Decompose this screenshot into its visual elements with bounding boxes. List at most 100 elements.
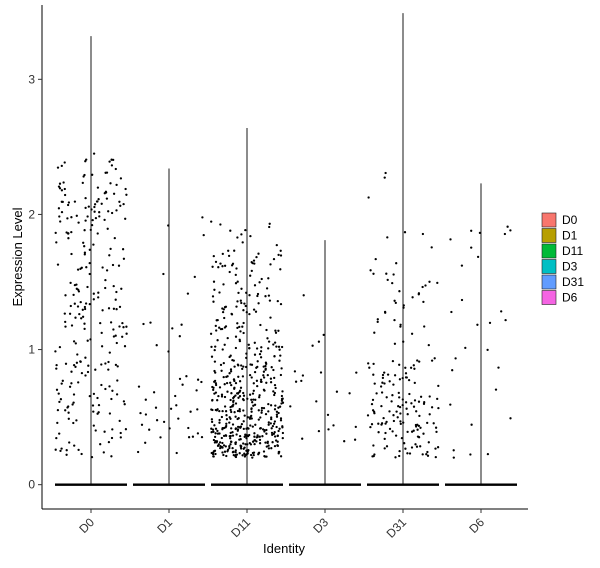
data-point xyxy=(108,385,111,388)
data-point xyxy=(452,449,455,452)
data-point xyxy=(103,430,106,433)
data-point xyxy=(256,434,259,437)
data-point xyxy=(245,356,248,360)
data-point xyxy=(257,409,260,412)
data-point xyxy=(277,406,280,409)
data-point xyxy=(125,332,128,335)
data-point xyxy=(99,443,102,446)
data-point xyxy=(213,424,216,427)
data-point xyxy=(398,396,401,399)
data-point xyxy=(253,284,257,287)
data-point xyxy=(228,421,231,424)
data-point xyxy=(200,435,204,439)
data-point xyxy=(216,429,219,433)
data-point xyxy=(116,379,119,382)
legend-label: D0 xyxy=(562,213,578,227)
data-point xyxy=(399,420,402,423)
data-point xyxy=(416,359,419,362)
data-point xyxy=(115,308,118,311)
data-point xyxy=(202,233,205,237)
data-point xyxy=(125,325,128,328)
y-axis-title: Expression Level xyxy=(10,207,25,306)
data-point xyxy=(80,266,83,269)
data-point xyxy=(231,262,235,265)
data-point xyxy=(193,275,196,279)
data-point xyxy=(236,425,240,429)
data-point xyxy=(272,390,275,393)
data-point xyxy=(212,388,215,392)
data-point xyxy=(262,365,265,368)
data-point xyxy=(237,396,240,399)
data-point xyxy=(94,216,98,220)
data-point xyxy=(392,414,395,417)
data-point xyxy=(370,402,374,406)
data-point xyxy=(58,215,61,218)
data-point xyxy=(60,382,63,385)
data-point xyxy=(94,429,97,432)
data-point xyxy=(383,382,386,385)
data-point xyxy=(252,398,255,401)
data-point xyxy=(84,356,87,359)
data-point xyxy=(252,453,255,457)
data-point xyxy=(234,415,237,418)
data-point xyxy=(123,345,127,348)
data-point xyxy=(256,292,260,296)
data-point xyxy=(109,182,112,185)
data-point xyxy=(416,423,419,426)
data-point xyxy=(393,342,397,345)
data-point xyxy=(266,440,269,443)
data-point xyxy=(88,272,91,276)
data-point xyxy=(218,421,221,424)
data-point xyxy=(234,335,238,338)
data-point xyxy=(259,378,263,381)
data-point xyxy=(81,308,84,311)
data-point xyxy=(398,449,401,453)
data-point xyxy=(262,370,266,373)
data-point xyxy=(244,304,247,308)
data-point xyxy=(317,429,321,433)
data-point xyxy=(280,367,283,370)
data-point xyxy=(92,298,95,301)
data-point xyxy=(373,382,376,385)
data-point xyxy=(267,423,270,426)
data-point xyxy=(486,348,489,352)
data-point xyxy=(260,411,263,414)
data-point xyxy=(215,409,218,412)
data-point xyxy=(57,207,61,210)
data-point xyxy=(381,373,385,377)
data-point xyxy=(238,339,242,343)
data-point xyxy=(449,238,452,241)
data-point xyxy=(399,323,402,326)
data-point xyxy=(385,445,389,448)
data-point xyxy=(218,291,221,294)
data-point xyxy=(343,440,346,443)
data-point xyxy=(294,380,298,383)
data-point xyxy=(77,221,80,224)
data-point xyxy=(239,299,242,302)
data-point xyxy=(410,402,413,405)
data-point xyxy=(235,267,238,270)
data-point xyxy=(144,413,148,416)
data-point xyxy=(234,381,238,385)
data-point xyxy=(112,192,116,195)
data-point xyxy=(500,310,503,313)
data-point xyxy=(494,388,498,391)
data-point xyxy=(250,398,253,401)
data-point xyxy=(62,181,65,184)
data-point xyxy=(120,287,123,290)
data-point xyxy=(258,438,262,442)
data-point xyxy=(82,241,85,244)
data-point xyxy=(425,453,428,456)
data-point xyxy=(260,409,263,412)
data-point xyxy=(252,404,255,407)
data-point xyxy=(423,325,426,328)
data-point xyxy=(100,331,103,335)
data-point xyxy=(219,223,222,226)
data-point xyxy=(92,392,96,396)
data-point xyxy=(275,410,279,413)
data-point xyxy=(395,410,398,413)
data-point xyxy=(267,294,271,297)
data-point xyxy=(407,378,411,382)
data-point xyxy=(225,454,228,458)
